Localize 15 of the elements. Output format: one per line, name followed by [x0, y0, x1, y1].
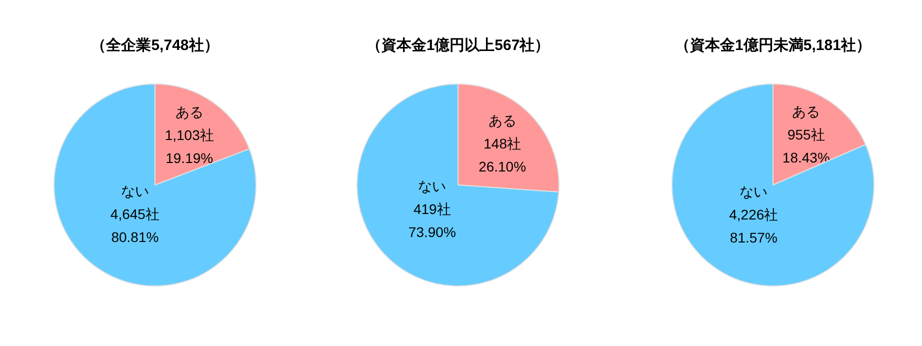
slice-label: ない [740, 184, 768, 200]
data-label: 148社 26.10% [478, 136, 526, 175]
data-label: 955社 18.43% [782, 126, 830, 166]
slice-label: ない [120, 183, 149, 200]
data-label: 4,645社 80.81% [110, 206, 160, 246]
chart-title: （全企業5,748社） [91, 37, 219, 54]
data-label: 1,103社 19.19% [164, 127, 214, 166]
slice-label: ある [792, 103, 820, 120]
chart-title: （資本金1億円未満5,181社） [675, 37, 871, 54]
data-label: 4,226社 81.57% [729, 206, 778, 246]
chart-title: （資本金1億円以上567社） [366, 37, 550, 54]
slice-label: ある [175, 104, 204, 120]
slice-label: ない [418, 178, 446, 194]
data-label: 419社 73.90% [408, 201, 456, 240]
slice-label: ある [488, 112, 516, 129]
